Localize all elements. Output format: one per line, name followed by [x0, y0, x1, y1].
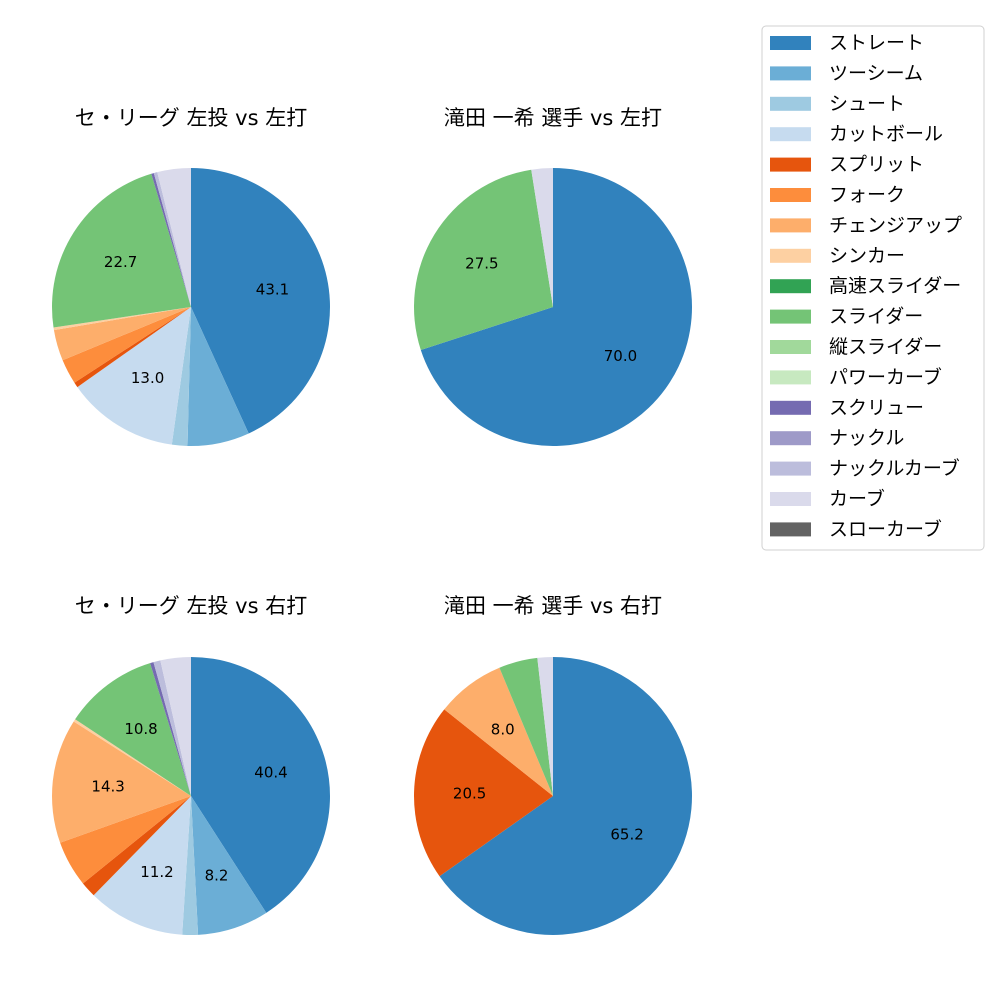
pie-1-slice-2 [187, 307, 249, 447]
pie-1-slice-8 [53, 307, 192, 331]
pie-slices-2: 70.0 27.5 [414, 168, 692, 446]
legend-swatch-16 [770, 492, 811, 506]
pie-4-slice-1 [439, 657, 693, 935]
pie-3-slice-6 [60, 796, 191, 884]
pie-3-slice-label-1: 40.4 [254, 763, 287, 781]
pie-title-2: 滝田 一希 選手 vs 左打 [444, 106, 662, 130]
legend-swatch-12 [770, 370, 811, 385]
pie-3-slice-12 [160, 657, 191, 796]
legend-items: ストレートツーシームシュートカットボールスプリットフォークチェンジアップシンカー… [770, 32, 962, 540]
pie-3-slice-4 [93, 796, 191, 935]
legend-label-15: ナックルカーブ [829, 457, 960, 480]
pie-4-slice-5 [537, 657, 553, 796]
pie-3-slice-label-9: 10.8 [124, 720, 157, 738]
pie-4-slice-label-3: 8.0 [491, 720, 515, 738]
pie-3-slice-9 [75, 663, 191, 796]
legend-label-2: ツーシーム [829, 62, 923, 84]
legend-label-11: 縦スライダー [829, 336, 942, 358]
pie-panel-1: セ・リーグ 左投 vs 左打 43.1 13.0 22.7 [51, 106, 330, 447]
pie-2-slice-label-2: 27.5 [465, 254, 498, 272]
pie-1-slice-3 [171, 307, 191, 446]
pie-title-3: セ・リーグ 左投 vs 右打 [75, 594, 307, 618]
legend-swatch-5 [770, 157, 811, 172]
pie-2-slice-label-1: 70.0 [604, 347, 637, 365]
pie-slices-3: 40.4 8.2 11.2 14.3 10.8 [51, 657, 331, 936]
legend-label-16: カーブ [829, 487, 885, 510]
legend-swatch-4 [770, 127, 811, 142]
pie-1-slice-label-4: 13.0 [131, 369, 164, 387]
legend-label-9: 高速スライダー [829, 275, 961, 297]
pie-3-slice-label-2: 8.2 [205, 866, 229, 884]
legend-swatch-11 [770, 340, 811, 354]
legend-label-14: ナックル [829, 427, 904, 449]
pie-panel-4: 滝田 一希 選手 vs 右打 65.2 20.5 8.0 [414, 594, 693, 935]
legend-swatch-14 [770, 431, 811, 446]
legend-swatch-8 [770, 248, 811, 263]
pie-3-slice-5 [82, 796, 191, 896]
legend-label-8: シンカー [829, 245, 905, 267]
pie-panel-2: 滝田 一希 選手 vs 左打 70.0 27.5 [414, 106, 692, 446]
legend-swatch-17 [770, 522, 811, 537]
pie-3-slice-3 [182, 796, 199, 936]
pie-3-slice-8 [73, 719, 191, 796]
pie-1-slice-label-9: 22.7 [104, 253, 137, 271]
pie-slices-4: 65.2 20.5 8.0 [414, 657, 693, 935]
pie-2-slice-3 [531, 168, 553, 307]
pie-4-slice-label-2: 20.5 [453, 785, 486, 803]
pie-panel-3: セ・リーグ 左投 vs 右打 40.4 8.2 11.2 14.3 10.8 [51, 594, 331, 936]
pie-4-slice-4 [499, 657, 553, 796]
legend-label-6: フォーク [829, 184, 905, 206]
pie-1-slice-10 [151, 173, 191, 307]
legend-swatch-15 [770, 461, 811, 476]
legend-swatch-1 [770, 36, 811, 50]
legend-swatch-6 [770, 188, 811, 202]
legend: ストレートツーシームシュートカットボールスプリットフォークチェンジアップシンカー… [761, 25, 985, 551]
pie-slices-1: 43.1 13.0 22.7 [51, 168, 330, 447]
legend-label-10: スライダー [829, 306, 923, 328]
pie-2-slice-1 [420, 168, 692, 446]
pie-3-slice-11 [153, 660, 191, 796]
legend-label-4: カットボール [829, 123, 943, 145]
pie-4-slice-3 [444, 667, 553, 796]
pie-1-slice-5 [74, 307, 191, 388]
legend-frame [761, 25, 985, 551]
legend-swatch-13 [770, 400, 811, 415]
legend-label-3: シュート [829, 93, 905, 115]
legend-label-7: チェンジアップ [829, 214, 962, 236]
pie-3-slice-label-7: 14.3 [91, 778, 124, 796]
legend-swatch-10 [770, 309, 811, 324]
legend-label-13: スクリュー [829, 397, 924, 419]
pie-1-slice-11 [153, 172, 191, 307]
legend-label-5: スプリット [829, 154, 924, 176]
pie-3-slice-2 [191, 796, 267, 935]
pie-3-slice-label-4: 11.2 [140, 863, 173, 881]
pie-1-slice-4 [77, 307, 191, 445]
legend-swatch-3 [770, 96, 811, 111]
pie-1-slice-label-1: 43.1 [256, 280, 289, 298]
pie-1-slice-7 [53, 307, 191, 361]
pie-1-slice-1 [191, 168, 330, 434]
pie-1-slice-6 [62, 307, 191, 383]
pie-2-slice-2 [414, 169, 553, 350]
pie-3-slice-7 [51, 721, 191, 843]
legend-swatch-9 [770, 279, 811, 294]
pie-1-slice-12 [157, 168, 191, 307]
pie-title-4: 滝田 一希 選手 vs 右打 [444, 594, 662, 618]
pie-3-slice-1 [191, 657, 331, 913]
pie-1-slice-9 [51, 173, 191, 328]
legend-label-17: スローカーブ [829, 517, 942, 540]
legend-swatch-7 [770, 218, 811, 233]
legend-swatch-2 [770, 66, 811, 81]
pie-title-1: セ・リーグ 左投 vs 左打 [75, 106, 307, 130]
legend-label-1: ストレート [829, 32, 924, 54]
legend-label-12: パワーカーブ [829, 365, 942, 388]
pie-3-slice-10 [150, 662, 191, 796]
pie-4-slice-2 [414, 709, 553, 877]
pie-4-slice-label-1: 65.2 [610, 825, 643, 843]
